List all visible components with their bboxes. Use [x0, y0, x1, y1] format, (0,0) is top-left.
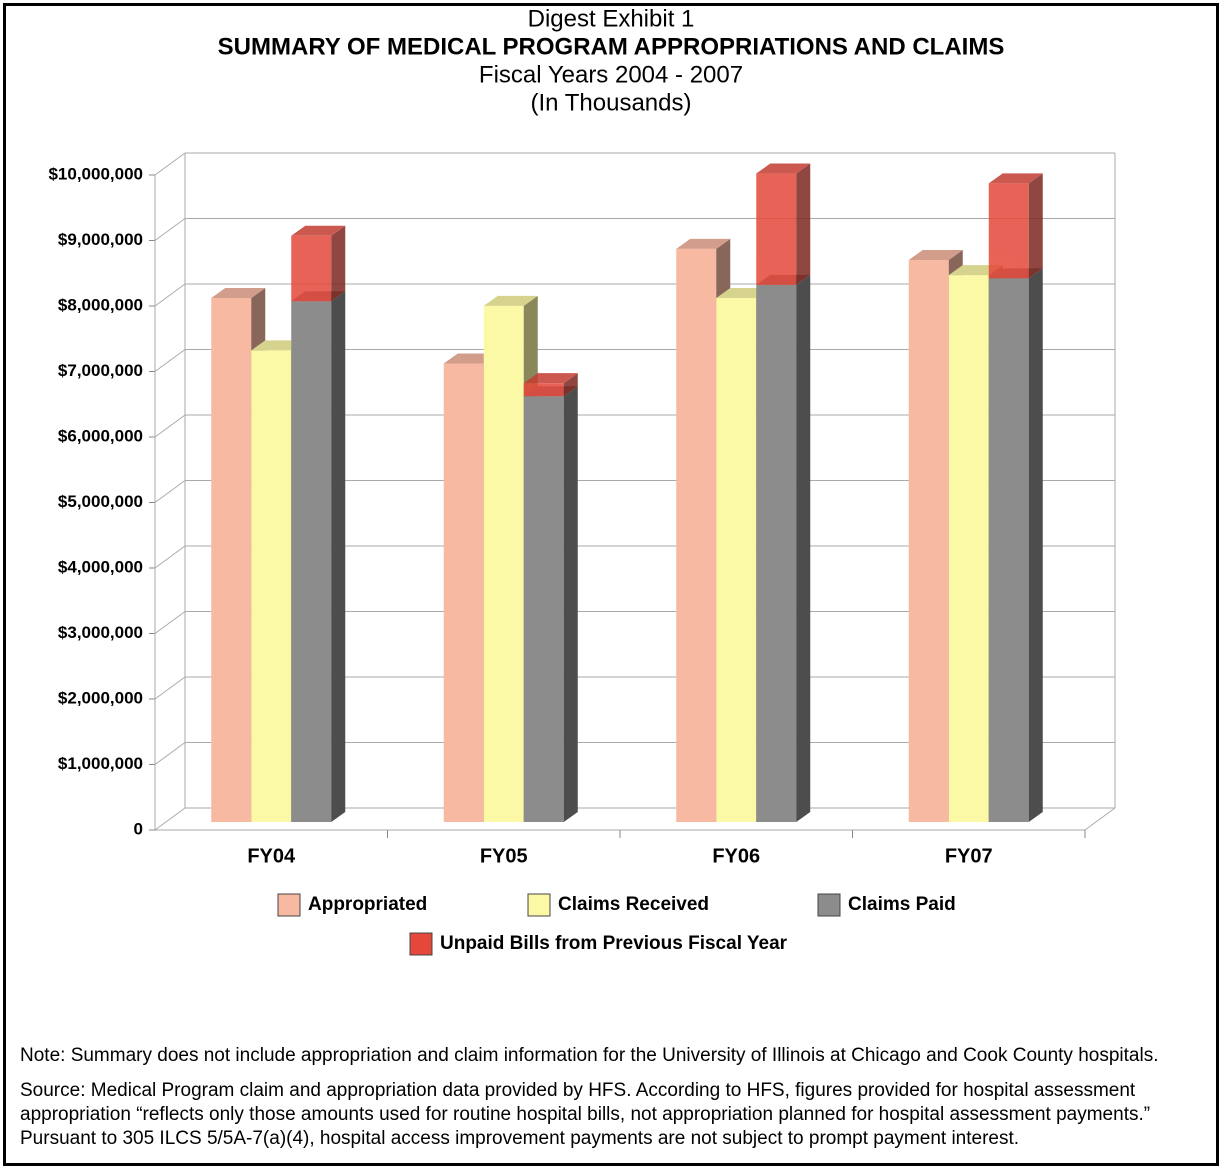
x-tick-label: FY06 [712, 845, 760, 867]
bar [988, 268, 1043, 823]
bar-face [988, 183, 1029, 279]
grid-line [154, 742, 186, 765]
y-tick-label: $3,000,000 [58, 623, 143, 642]
bar-face [331, 225, 346, 302]
x-tick-label: FY04 [247, 845, 296, 867]
chart-title: SUMMARY OF MEDICAL PROGRAM APPROPRIATION… [218, 33, 1005, 60]
grid-line [154, 611, 186, 634]
bar-face [483, 305, 524, 822]
frame [3, 3, 1219, 1166]
legend-label: Appropriated [308, 894, 427, 915]
chart-subtitle: Fiscal Years 2004 - 2007 [479, 61, 743, 88]
bar [756, 274, 811, 822]
legend-swatch [527, 893, 551, 917]
y-tick-label: $1,000,000 [58, 754, 143, 773]
bar-face [291, 235, 332, 302]
bar-face [676, 248, 717, 822]
bar-face [523, 383, 564, 397]
grid-line [154, 807, 186, 831]
bar-face [211, 298, 252, 822]
y-tick-label: $7,000,000 [58, 361, 143, 380]
grid-line [154, 545, 186, 569]
bar-face [988, 173, 1043, 184]
chart-heading: Digest Exhibit 1 [528, 5, 695, 32]
chart: Digest Exhibit 1 SUMMARY OF MEDICAL PROG… [48, 5, 1116, 956]
bar-face [756, 163, 811, 174]
bar-face [291, 301, 332, 822]
y-tick-label: 0 [134, 819, 143, 838]
legend-swatch [817, 893, 841, 917]
y-tick-label: $10,000,000 [48, 164, 143, 183]
bar [291, 225, 346, 302]
chart-subtitle: (In Thousands) [531, 89, 692, 116]
legend-label: Claims Received [558, 894, 709, 915]
bar-face [676, 238, 731, 249]
legend-swatch [409, 932, 433, 956]
note: Note: Summary does not include appropria… [20, 1045, 1159, 1066]
bar-face [563, 386, 578, 822]
grid-line [154, 414, 186, 438]
grid-line [154, 218, 186, 241]
bar-face [908, 250, 963, 261]
notes: Note: Summary does not include appropria… [20, 1044, 1200, 1162]
bar-face [443, 363, 484, 822]
y-tick-label: $9,000,000 [58, 230, 143, 249]
bar-face [211, 288, 266, 298]
bar-face [756, 284, 797, 822]
bar-face [716, 298, 757, 822]
bar-face [1028, 268, 1043, 823]
x-tick-label: FY05 [480, 845, 528, 867]
bar [988, 173, 1043, 279]
legend-label: Claims Paid [848, 894, 956, 915]
grid-line [154, 349, 186, 372]
grid-line [154, 676, 186, 700]
bar [523, 373, 578, 397]
bar [523, 386, 578, 822]
bar-face [796, 274, 811, 822]
bar [756, 163, 811, 285]
floor [1084, 807, 1116, 831]
bar-face [1028, 173, 1043, 279]
grid-line [154, 283, 186, 307]
y-tick-label: $2,000,000 [58, 688, 143, 707]
y-tick-label: $6,000,000 [58, 426, 143, 445]
y-tick-label: $4,000,000 [58, 557, 143, 576]
bar [291, 291, 346, 822]
bar-face [291, 225, 346, 236]
bar-face [331, 291, 346, 822]
bar-face [796, 163, 811, 285]
bar-face [756, 173, 797, 285]
bar-face [483, 295, 538, 306]
bar-face [523, 373, 578, 384]
grid-line [154, 480, 186, 503]
y-tick-label: $8,000,000 [58, 295, 143, 314]
bar-face [948, 275, 989, 822]
x-tick-label: FY07 [945, 845, 993, 867]
y-tick-label: $5,000,000 [58, 492, 143, 511]
bar-face [251, 350, 292, 822]
legend-swatch [277, 893, 301, 917]
bar-face [563, 373, 578, 397]
bar-face [988, 278, 1029, 823]
legend-label: Unpaid Bills from Previous Fiscal Year [440, 933, 788, 954]
note: Source: Medical Program claim and approp… [20, 1080, 1151, 1149]
grid-line [154, 152, 186, 176]
bar-face [523, 396, 564, 822]
bar-face [908, 260, 949, 822]
